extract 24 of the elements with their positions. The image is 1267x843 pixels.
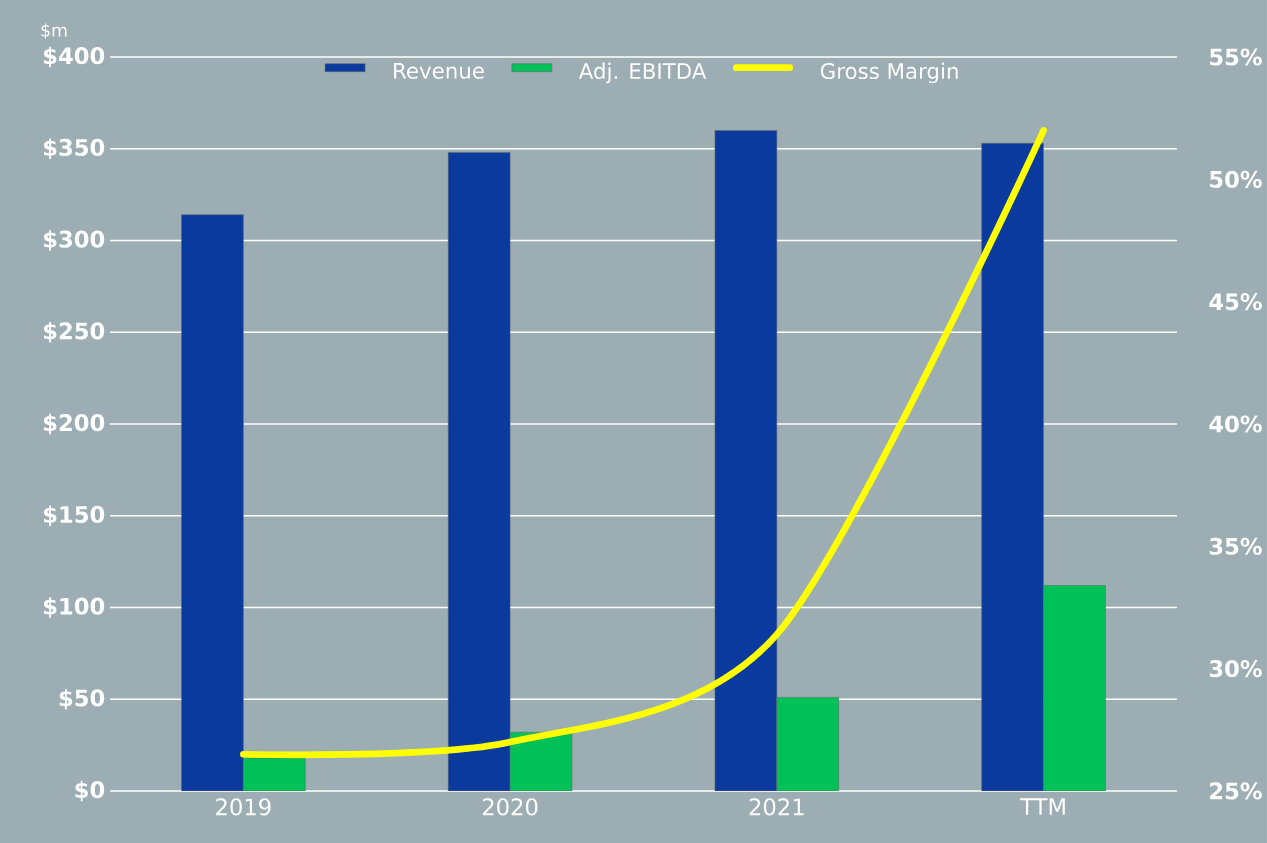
y2-tick-label: 55% <box>1210 48 1262 66</box>
y-tick-label: $50 <box>59 688 105 710</box>
x-tick-label: 2019 <box>216 798 271 816</box>
y-tick-label: $400 <box>43 46 105 68</box>
y-tick-label: $350 <box>43 138 105 160</box>
legend-label: Adj. EBITDA <box>578 62 707 84</box>
x-tick-label: 2021 <box>749 798 804 816</box>
y2-tick-label: 30% <box>1209 660 1262 678</box>
y-axis-title: $m <box>41 23 67 39</box>
legend-label: Revenue <box>394 62 484 79</box>
y2-tick-label: 25% <box>1210 782 1262 800</box>
y-tick-label: $300 <box>43 230 105 251</box>
y2-tick-label: 45% <box>1209 293 1262 311</box>
y-tick-label: $250 <box>43 321 105 343</box>
y2-tick-label: 50% <box>1210 170 1262 188</box>
y-tick-label: $100 <box>43 597 105 618</box>
y-tick-label: $200 <box>43 413 105 435</box>
y2-tick-label: 35% <box>1209 537 1262 555</box>
y2-tick-label: 40% <box>1209 415 1262 433</box>
legend-label: Gross Margin <box>820 62 958 84</box>
x-tick-label: 2020 <box>482 798 538 816</box>
y-tick-label: $150 <box>43 505 105 527</box>
x-tick-label: TTM <box>1020 798 1065 815</box>
y-tick-label: $0 <box>75 780 105 802</box>
